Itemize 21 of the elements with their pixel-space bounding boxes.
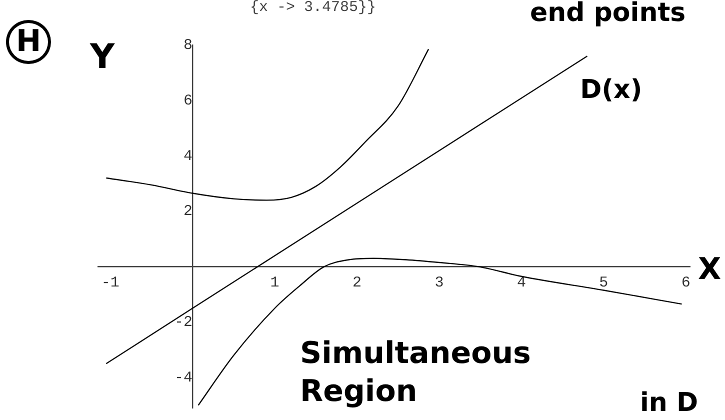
y-axis-title: Y (90, 37, 115, 77)
y-tick-label: 4 (184, 148, 193, 165)
annotation: Simultaneous Region (300, 335, 531, 410)
x-tick-label: 5 (599, 274, 608, 292)
x-tick-label: -1 (101, 274, 120, 292)
y-tick-label: -4 (174, 369, 193, 386)
y-tick-label: 2 (184, 203, 193, 220)
x-tick-label: 6 (681, 274, 690, 292)
text: end points (530, 0, 686, 28)
y-tick-label: -2 (174, 314, 193, 332)
annotation: in D (640, 388, 698, 418)
x-tick-label: 2 (352, 274, 362, 292)
text: {x -> 3.4785}} (250, 0, 376, 16)
y-tick-label: 8 (184, 36, 193, 54)
y-tick-label: 6 (184, 92, 193, 110)
series-label: D(x) (580, 74, 642, 105)
x-tick-label: 1 (270, 274, 280, 292)
x-tick-label: 3 (434, 274, 444, 292)
x-tick-label: 4 (516, 274, 526, 292)
x-axis-title: X (698, 252, 722, 287)
text: H (6, 20, 52, 64)
